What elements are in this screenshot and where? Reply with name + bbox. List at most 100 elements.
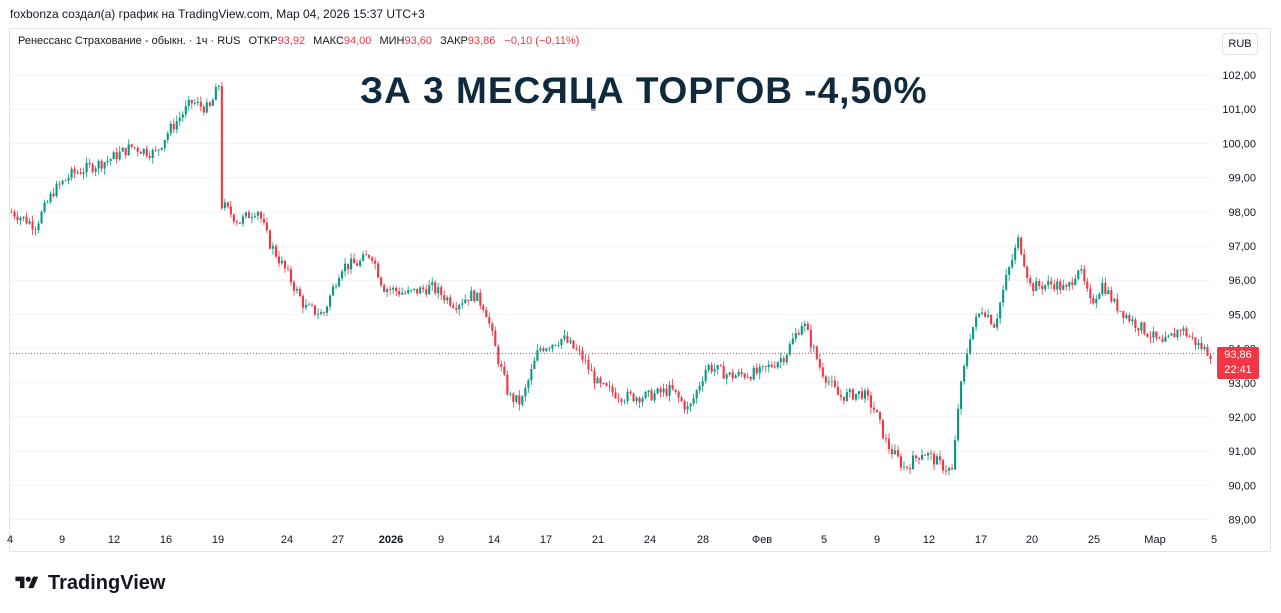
candle-body bbox=[728, 372, 731, 375]
candle-body bbox=[85, 162, 88, 173]
candle-body bbox=[316, 314, 320, 316]
candle-body bbox=[935, 456, 939, 465]
candle-body bbox=[1059, 281, 1062, 290]
candle-body bbox=[923, 454, 927, 456]
candle-body bbox=[1110, 290, 1113, 302]
candle-body bbox=[485, 310, 488, 318]
candle-body bbox=[629, 391, 632, 394]
candle-body bbox=[253, 215, 256, 217]
x-tick-label: 19 bbox=[212, 534, 224, 546]
x-tick-label: 9 bbox=[874, 534, 880, 546]
candle-body bbox=[413, 288, 416, 291]
candle-body bbox=[899, 456, 903, 468]
candle-body bbox=[701, 381, 704, 387]
candle-body bbox=[878, 412, 881, 420]
candle-body bbox=[1176, 330, 1179, 338]
candle-body bbox=[298, 288, 302, 297]
candle-body bbox=[112, 152, 115, 160]
candle-body bbox=[145, 148, 148, 156]
candle-body bbox=[350, 258, 353, 270]
candle-body bbox=[1029, 277, 1032, 284]
candle-body bbox=[166, 133, 169, 140]
candle-body bbox=[488, 317, 491, 324]
candle-body bbox=[73, 168, 76, 174]
candle-body bbox=[1152, 331, 1155, 338]
low-label: МИН bbox=[379, 35, 405, 47]
candle-body bbox=[605, 383, 608, 386]
candle-body bbox=[954, 440, 957, 470]
candle-body bbox=[1005, 274, 1008, 290]
candle-body bbox=[157, 149, 160, 151]
candle-body bbox=[632, 393, 635, 401]
candle-body bbox=[806, 323, 809, 330]
candle-body bbox=[280, 260, 284, 264]
candle-body bbox=[1185, 328, 1188, 337]
candle-body bbox=[659, 388, 662, 393]
candle-body bbox=[638, 397, 641, 403]
candle-body bbox=[917, 458, 921, 460]
tradingview-logo[interactable]: TradingView bbox=[12, 571, 165, 595]
candle-body bbox=[133, 146, 136, 148]
candle-body bbox=[707, 364, 710, 370]
x-tick-label: 9 bbox=[59, 534, 65, 546]
candle-body bbox=[938, 456, 942, 461]
candle-body bbox=[79, 172, 82, 174]
candle-body bbox=[250, 216, 253, 219]
candle-body bbox=[1170, 333, 1173, 336]
candle-body bbox=[289, 269, 293, 283]
candle-body bbox=[731, 372, 734, 379]
candle-body bbox=[1101, 282, 1104, 294]
x-tick-label: 17 bbox=[540, 534, 552, 546]
candle-body bbox=[214, 86, 217, 100]
candle-series bbox=[10, 81, 1212, 476]
candle-body bbox=[334, 286, 338, 288]
candle-body bbox=[884, 438, 888, 440]
candle-body bbox=[996, 318, 999, 328]
candle-body bbox=[1080, 269, 1083, 271]
candle-body bbox=[1194, 337, 1197, 346]
candle-body bbox=[286, 268, 290, 270]
x-axis: 4 9 12 16 19 24 27 2026 9 14 17 21 24 28 Фев 5 9 12 17 20 25… bbox=[7, 534, 1217, 546]
candle-body bbox=[533, 360, 536, 370]
candle-body bbox=[238, 222, 241, 224]
y-tick-label: 102,00 bbox=[1222, 70, 1256, 82]
candle-body bbox=[398, 291, 401, 295]
candle-body bbox=[19, 218, 22, 221]
candle-body bbox=[1203, 346, 1206, 349]
candle-body bbox=[599, 377, 602, 384]
candle-body bbox=[788, 344, 791, 355]
candle-body bbox=[1089, 288, 1092, 299]
candle-body bbox=[1044, 285, 1047, 290]
change-value: −0,10 (−0,11%) bbox=[504, 35, 580, 47]
candle-body bbox=[920, 454, 924, 460]
candle-body bbox=[656, 388, 659, 394]
candle-body bbox=[698, 386, 701, 391]
candle-body bbox=[743, 374, 746, 378]
candle-body bbox=[304, 304, 308, 308]
candle-body bbox=[993, 324, 996, 328]
candle-body bbox=[896, 450, 900, 457]
candle-body bbox=[530, 369, 533, 381]
candle-body bbox=[247, 212, 250, 219]
candle-body bbox=[524, 387, 527, 397]
candle-body bbox=[61, 180, 64, 185]
candle-body bbox=[713, 369, 716, 372]
candle-body bbox=[725, 374, 728, 379]
candle-body bbox=[1113, 298, 1116, 302]
symbol-name[interactable]: Ренессанс Страхование - обыкн. · 1ч · RU… bbox=[18, 35, 241, 47]
candle-body bbox=[196, 101, 199, 104]
candle-body bbox=[999, 302, 1002, 319]
currency-button[interactable]: RUB bbox=[1222, 33, 1258, 55]
candle-body bbox=[178, 117, 181, 122]
candle-body bbox=[563, 335, 566, 339]
brand-name: TradingView bbox=[48, 571, 166, 594]
candle-body bbox=[791, 338, 794, 345]
candle-body bbox=[987, 315, 990, 317]
candle-body bbox=[1209, 355, 1212, 360]
candle-body bbox=[809, 329, 812, 348]
x-tick-label: 24 bbox=[281, 534, 293, 546]
y-tick-label: 98,00 bbox=[1228, 207, 1256, 219]
candle-body bbox=[842, 396, 845, 401]
candle-body bbox=[647, 390, 650, 393]
